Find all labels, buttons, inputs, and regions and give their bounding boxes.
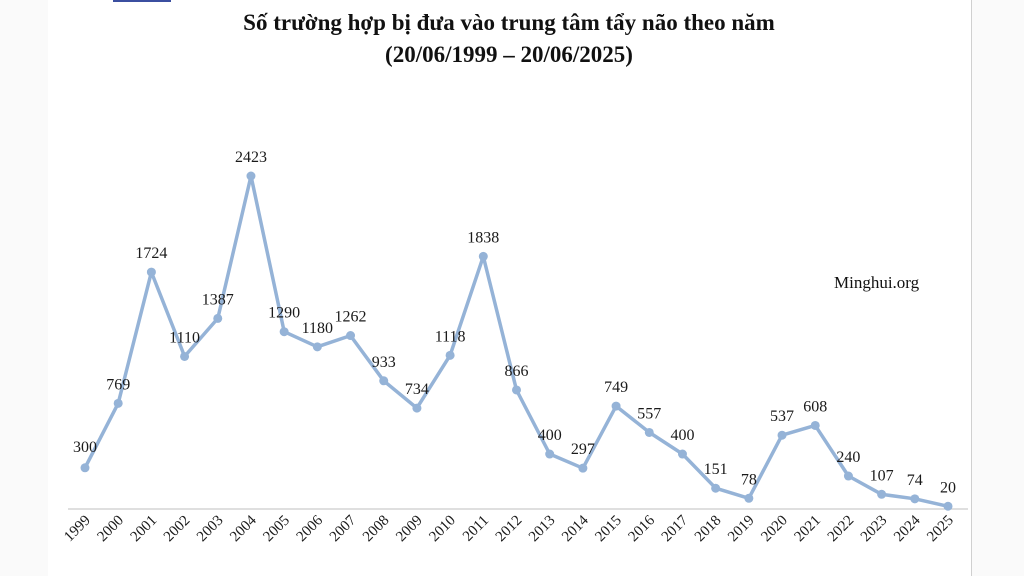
data-label-2011: 1838 [467,229,499,246]
data-point-2009 [412,403,422,413]
x-tick-2013: 2013 [526,513,559,546]
left-margin-band [0,0,48,576]
data-label-2008: 933 [372,354,396,371]
data-label-2020: 537 [770,408,794,425]
data-point-2003 [213,313,223,323]
data-label-2022: 240 [836,449,860,466]
x-tick-2016: 2016 [626,512,659,545]
x-tick-2020: 2020 [758,513,791,546]
x-tick-2024: 2024 [891,512,924,545]
data-label-2000: 769 [106,376,130,393]
x-tick-2017: 2017 [659,512,692,545]
x-tick-2009: 2009 [393,513,426,546]
data-points [80,171,953,511]
x-tick-1999: 1999 [61,513,94,546]
data-point-2002 [180,351,190,361]
data-label-2024: 74 [907,472,923,489]
data-point-2023 [877,489,887,499]
x-tick-2005: 2005 [260,513,293,546]
x-tick-2002: 2002 [161,513,194,546]
x-tick-2010: 2010 [426,513,459,546]
x-tick-2025: 2025 [924,513,957,546]
x-tick-2022: 2022 [825,513,858,546]
x-tick-2006: 2006 [294,512,327,545]
data-point-2020 [777,430,787,440]
data-label-2002: 1110 [169,329,200,346]
data-point-2000 [113,398,123,408]
series-line [83,174,950,509]
x-tick-2000: 2000 [94,513,127,546]
chart-title-line-1: Số trường hợp bị đưa vào trung tâm tẩy n… [243,10,775,35]
data-label-2018: 151 [704,461,728,478]
source-watermark: Minghui.org [834,273,920,292]
x-tick-2014: 2014 [559,512,592,545]
data-label-2017: 400 [670,427,694,444]
data-label-2021: 608 [803,398,827,415]
x-tick-2018: 2018 [692,513,725,546]
chart-frame-right-edge [971,0,972,576]
data-label-2009: 734 [405,381,429,398]
x-tick-2001: 2001 [128,513,161,546]
data-point-2025 [943,501,953,511]
x-tick-2011: 2011 [460,513,492,545]
data-label-2013: 400 [538,427,562,444]
chart-title-line-2: (20/06/1999 – 20/06/2025) [385,42,633,67]
data-point-2005 [279,327,289,337]
data-label-2004: 2423 [235,149,267,166]
data-label-2006: 1180 [302,320,333,337]
x-tick-2004: 2004 [227,512,260,545]
x-tick-labels: 1999 2000 2001 2002 2003 2004 2005 2006 2007 2008… [61,512,957,545]
data-point-2016 [644,427,654,437]
data-point-2022 [843,471,853,481]
right-margin-band [972,0,1024,576]
data-point-2006 [312,342,322,352]
data-point-2017 [677,449,687,459]
data-point-2001 [146,267,156,277]
data-point-2021 [810,420,820,430]
data-point-2012 [512,385,521,395]
data-point-2008 [379,376,389,386]
x-tick-2008: 2008 [360,513,393,546]
data-label-2019: 78 [741,471,757,488]
data-point-2004 [246,171,256,181]
data-point-2019 [744,493,754,503]
data-point-2011 [478,251,488,261]
data-label-2015: 749 [604,379,628,396]
data-label-2025: 20 [940,479,956,496]
data-label-2005: 1290 [268,305,300,322]
x-tick-2007: 2007 [327,512,360,545]
x-tick-2012: 2012 [493,513,526,546]
data-label-2010: 1118 [435,328,466,345]
top-accent-bar [113,0,171,2]
data-label-2023: 107 [870,467,894,484]
x-tick-2015: 2015 [592,513,625,546]
data-point-2014 [578,463,588,473]
data-point-2018 [711,483,721,493]
x-tick-2003: 2003 [194,513,227,546]
data-label-2012: 866 [505,363,529,380]
data-label-2007: 1262 [335,309,367,326]
data-point-2024 [910,494,920,504]
data-point-1999 [80,463,90,473]
data-point-2007 [346,331,356,341]
data-label-2016: 557 [637,405,661,422]
x-tick-2019: 2019 [725,513,758,546]
x-tick-2023: 2023 [858,513,891,546]
x-tick-2021: 2021 [792,513,825,546]
data-label-1999: 300 [73,439,97,456]
data-point-2015 [611,401,621,411]
data-label-2014: 297 [571,441,595,458]
data-label-2001: 1724 [135,245,167,262]
data-label-2003: 1387 [202,291,234,308]
data-point-2013 [545,449,555,459]
data-point-2010 [445,350,455,360]
